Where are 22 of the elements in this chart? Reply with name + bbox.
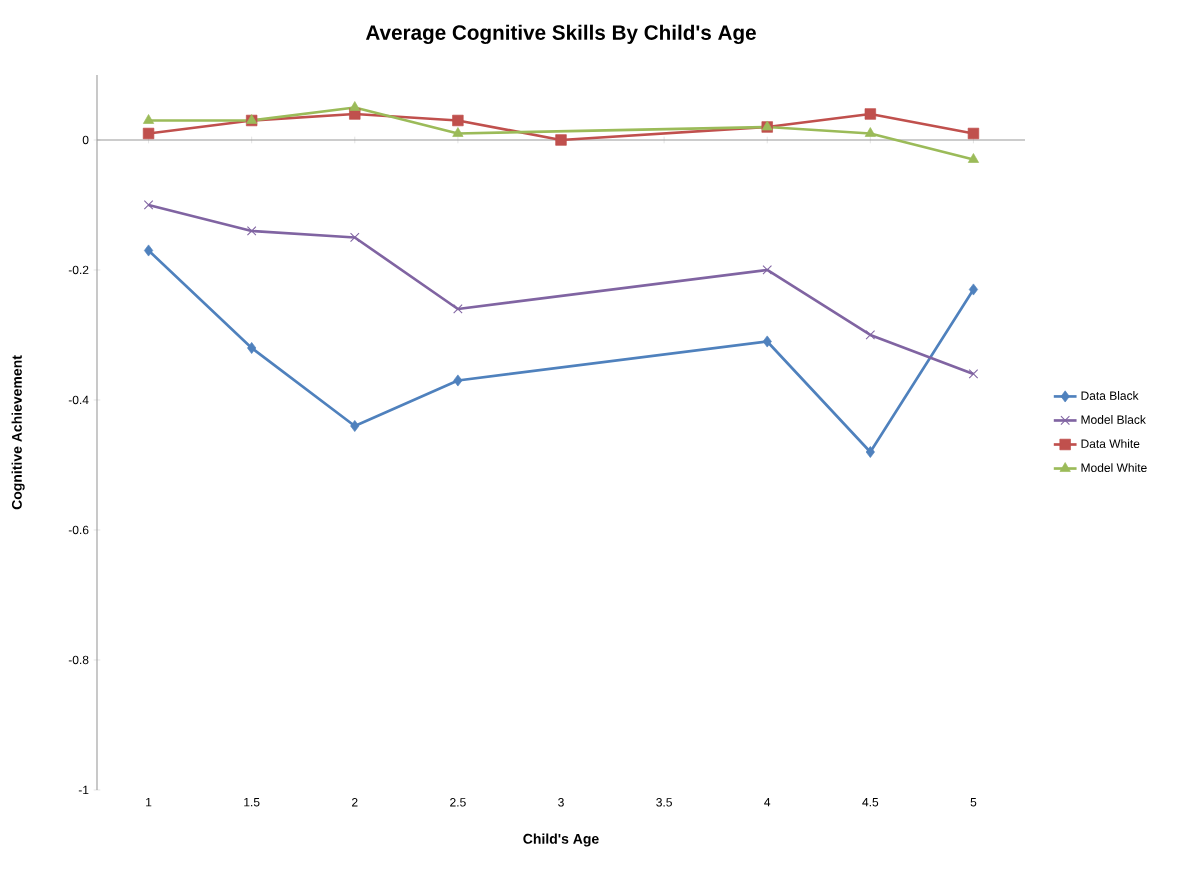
legend-label: Data White <box>1081 439 1140 448</box>
legend-label: Model White <box>1081 463 1147 472</box>
y-tick-label: -0.2 <box>68 265 89 275</box>
x-tick-label: 3.5 <box>656 798 672 807</box>
y-tick-label: -1 <box>78 785 89 795</box>
y-tick-label: 0 <box>82 135 89 145</box>
x-tick-label: 4.5 <box>862 798 879 807</box>
chart-title: Average Cognitive Skills By Child's Age <box>365 24 756 45</box>
x-tick-label: 5 <box>970 798 977 807</box>
x-tick-label: 3 <box>558 798 564 807</box>
x-axis-title: Child's Age <box>523 833 599 847</box>
legend-label: Data Black <box>1081 391 1139 400</box>
y-axis-title: Cognitive Achievement <box>11 355 25 510</box>
x-tick-label: 2 <box>352 798 358 807</box>
x-tick-label: 1 <box>146 798 152 807</box>
x-tick-label: 4 <box>764 798 771 807</box>
legend-label: Model Black <box>1081 415 1146 424</box>
x-tick-label: 2.5 <box>450 798 466 807</box>
y-tick-label: -0.8 <box>68 655 89 665</box>
x-tick-label: 1.5 <box>244 798 260 807</box>
y-tick-label: -0.6 <box>68 525 89 535</box>
y-tick-label: -0.4 <box>68 395 89 405</box>
